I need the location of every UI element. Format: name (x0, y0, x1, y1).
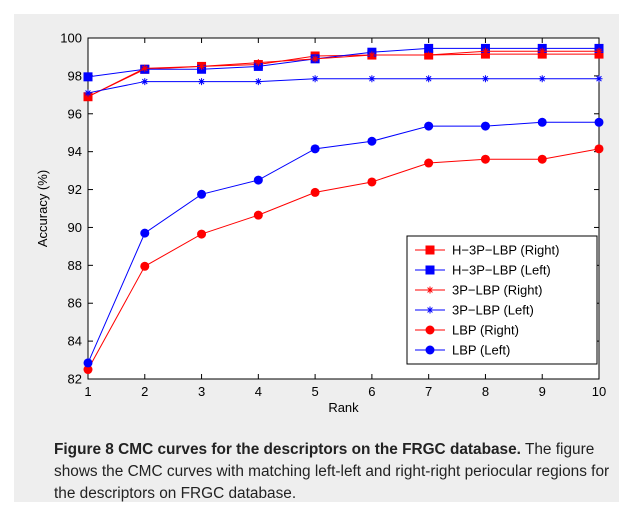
data-point-5 (253, 175, 263, 185)
legend-marker (425, 345, 435, 355)
data-point-2 (254, 59, 262, 67)
y-tick-label: 98 (68, 68, 82, 83)
data-point-3 (481, 75, 489, 83)
data-point-5 (197, 189, 207, 199)
y-tick-label: 100 (60, 31, 82, 46)
y-tick-label: 90 (68, 220, 82, 235)
caption-title: Figure 8 CMC curves for the descriptors … (54, 441, 521, 458)
y-tick-label: 96 (68, 106, 82, 121)
data-point-3 (425, 75, 433, 83)
figure-panel: 1 2 3 4 5 6 7 8 9 10 82 84 86 88 90 92 94 96 98 100 Rank Ac… (14, 14, 619, 502)
data-point-2 (595, 47, 603, 55)
data-point-4 (83, 365, 93, 375)
data-point-2 (425, 51, 433, 59)
data-point-4 (537, 154, 547, 164)
figure-caption: Figure 8 CMC curves for the descriptors … (54, 439, 629, 505)
data-point-3 (84, 89, 92, 97)
data-point-2 (198, 62, 206, 70)
legend-label: 3P−LBP (Right) (452, 283, 542, 298)
data-point-2 (368, 51, 376, 59)
legend-marker (426, 286, 434, 294)
y-tick-label: 84 (68, 334, 82, 349)
x-axis-label: Rank (328, 400, 359, 415)
data-point-2 (538, 47, 546, 55)
data-point-3 (368, 75, 376, 83)
x-tick-label: 2 (141, 384, 148, 399)
x-tick-label: 7 (425, 384, 432, 399)
data-point-4 (594, 144, 604, 154)
data-point-4 (310, 187, 320, 197)
data-point-2 (84, 93, 92, 101)
chart-marks: 1 2 3 4 5 6 7 8 9 10 82 84 86 88 90 92 94 96 98 100 (60, 31, 606, 400)
data-point-1 (83, 72, 93, 82)
data-point-4 (253, 210, 263, 220)
data-point-4 (197, 229, 207, 239)
data-point-3 (595, 75, 603, 83)
data-point-2 (481, 47, 489, 55)
series-line-4 (87, 148, 600, 370)
data-point-5 (367, 136, 377, 146)
data-point-5 (424, 121, 434, 131)
y-tick-label: 88 (68, 258, 82, 273)
x-tick-label: 8 (482, 384, 489, 399)
x-tick-label: 10 (592, 384, 606, 399)
x-tick-label: 6 (368, 384, 375, 399)
y-tick-label: 82 (68, 372, 82, 387)
legend-marker (425, 265, 435, 275)
series-line-2 (87, 50, 599, 98)
x-tick-label: 3 (198, 384, 205, 399)
data-point-3 (141, 78, 149, 86)
data-point-4 (367, 177, 377, 187)
legend-label: 3P−LBP (Left) (452, 303, 534, 318)
legend-marker (425, 325, 435, 335)
x-tick-label: 9 (539, 384, 546, 399)
data-point-3 (538, 75, 546, 83)
x-tick-label: 5 (311, 384, 318, 399)
x-tick-label: 1 (84, 384, 91, 399)
data-point-2 (141, 64, 149, 72)
legend-label: H−3P−LBP (Left) (452, 263, 551, 278)
series-line-1 (87, 47, 599, 78)
data-point-3 (198, 78, 206, 86)
data-point-5 (140, 228, 150, 238)
cmc-chart: 1 2 3 4 5 6 7 8 9 10 82 84 86 88 90 92 94 96 98 100 Rank Ac… (35, 31, 606, 416)
y-axis-label: Accuracy (%) (35, 170, 50, 247)
legend-marker (425, 245, 435, 255)
legend-label: LBP (Right) (452, 323, 519, 338)
data-point-5 (594, 117, 604, 127)
legend-marker (426, 306, 434, 314)
data-point-2 (311, 55, 319, 63)
data-point-1 (253, 61, 263, 71)
y-tick-label: 86 (68, 296, 82, 311)
data-point-4 (140, 261, 150, 271)
data-point-5 (83, 358, 93, 368)
y-tick-label: 94 (68, 144, 82, 159)
data-point-4 (424, 158, 434, 168)
chart-legend: H−3P−LBP (Right) H−3P−LBP (Left) 3P−LBP (R… (406, 235, 598, 365)
data-point-5 (310, 144, 320, 154)
legend-box (406, 235, 598, 365)
legend-label: H−3P−LBP (Right) (452, 243, 559, 258)
series-line-5 (87, 121, 599, 364)
x-tick-label: 4 (255, 384, 262, 399)
data-point-5 (537, 117, 547, 127)
y-tick-label: 92 (68, 182, 82, 197)
data-point-3 (311, 75, 319, 83)
caption-body: The figure shows the CMC curves with mat… (54, 441, 610, 502)
legend-label: LBP (Left) (452, 343, 510, 358)
data-point-1 (424, 43, 434, 53)
series-line-3 (87, 78, 599, 94)
data-point-3 (254, 78, 262, 86)
data-point-4 (480, 154, 490, 164)
data-point-5 (480, 121, 490, 131)
